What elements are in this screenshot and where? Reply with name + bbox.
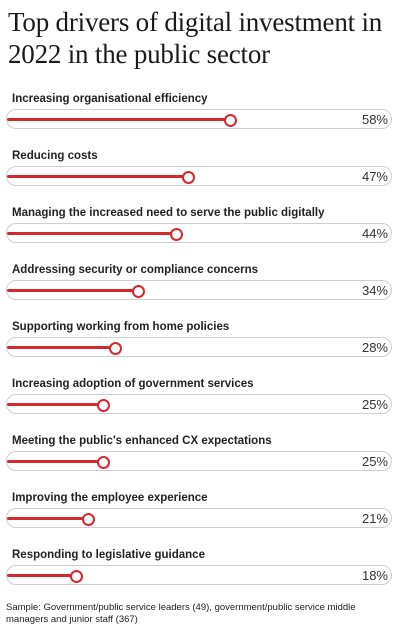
value-label: 44% (361, 226, 388, 241)
bar-end-marker (108, 342, 122, 355)
category-label: Responding to legislative guidance (12, 549, 205, 561)
value-label: 28% (361, 340, 388, 355)
bar (7, 460, 104, 463)
bar (7, 574, 77, 577)
bar-track (6, 565, 392, 585)
category-label: Increasing adoption of government servic… (12, 378, 254, 390)
value-label: 47% (361, 169, 388, 184)
value-label: 25% (361, 454, 388, 469)
bar-rows: Increasing organisational efficiency 58% R… (0, 90, 400, 603)
category-label: Improving the employee experience (12, 492, 208, 504)
bar-end-marker (224, 114, 238, 127)
category-label: Reducing costs (12, 150, 98, 162)
bar-row: Improving the employee experience 21% (0, 489, 400, 546)
bar-track (6, 337, 392, 357)
bar-row: Managing the increased need to serve the… (0, 204, 400, 261)
bar-row: Supporting working from home policies 28% (0, 318, 400, 375)
category-label: Supporting working from home policies (12, 321, 230, 333)
bar-row: Reducing costs 47% (0, 147, 400, 204)
bar-row: Addressing security or compliance concer… (0, 261, 400, 318)
bar-track (6, 223, 392, 243)
bar (7, 517, 89, 520)
value-label: 18% (361, 568, 388, 583)
bar-track (6, 166, 392, 186)
bar (7, 403, 104, 406)
bar (7, 232, 177, 235)
bar-end-marker (97, 456, 110, 469)
bar-row: Increasing organisational efficiency 58% (0, 90, 400, 147)
value-label: 34% (361, 283, 388, 298)
bar-end-marker (81, 513, 95, 526)
bar-track (6, 280, 392, 300)
bar (7, 175, 189, 178)
category-label: Meeting the public's enhanced CX expecta… (12, 435, 272, 447)
bar-end-marker (69, 570, 83, 583)
value-label: 58% (361, 112, 388, 127)
value-label: 25% (361, 397, 388, 412)
bar-end-marker (170, 228, 184, 241)
category-label: Increasing organisational efficiency (12, 93, 208, 105)
category-label: Addressing security or compliance concer… (12, 264, 259, 276)
bar (7, 118, 231, 121)
bar-end-marker (181, 171, 195, 184)
bar (7, 346, 116, 349)
bar-row: Increasing adoption of government servic… (0, 375, 400, 432)
bar-end-marker (97, 399, 110, 412)
bar-track (6, 508, 392, 528)
sample-footnote: Sample: Government/public service leader… (6, 602, 356, 625)
bar-row: Responding to legislative guidance 18% (0, 546, 400, 603)
bar-row: Meeting the public's enhanced CX expecta… (0, 432, 400, 489)
value-label: 21% (361, 511, 388, 526)
bar-end-marker (131, 285, 145, 298)
category-label: Managing the increased need to serve the… (12, 207, 325, 219)
bar (7, 289, 139, 292)
chart-title: Top drivers of digital investment in 202… (8, 7, 383, 69)
